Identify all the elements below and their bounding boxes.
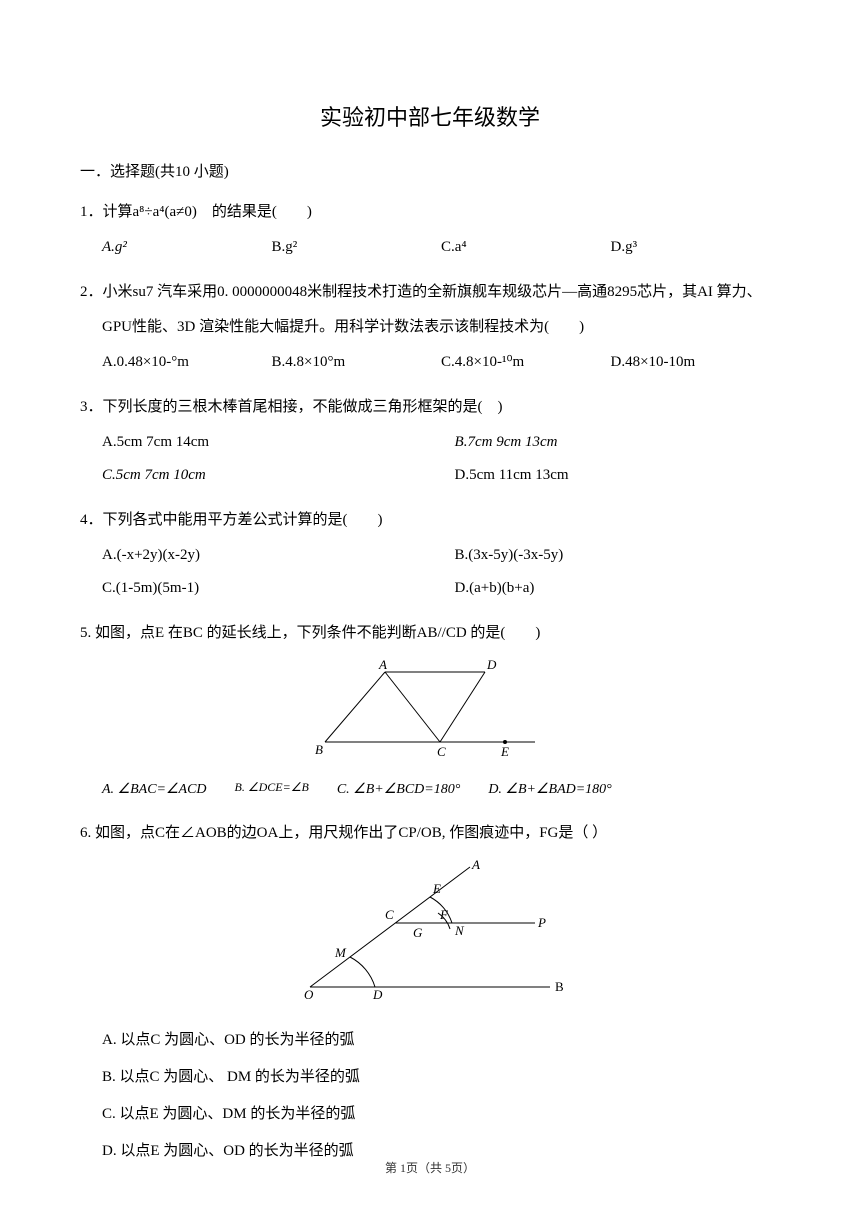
q4-opt-a: A.(-x+2y)(x-2y)	[102, 542, 455, 569]
q5-opt-b: B. ∠DCE=∠B	[235, 777, 309, 802]
q5-text: 5. 如图，点E 在BC 的延长线上，下列条件不能判断AB//CD 的是( )	[80, 620, 780, 647]
page-footer: 第 1页（共 5页）	[0, 1159, 860, 1176]
q5-label-a: A	[378, 657, 387, 672]
q5-label-c: C	[437, 744, 446, 757]
q4-opt-c: C.(1-5m)(5m-1)	[102, 575, 455, 602]
q5-opt-c: C. ∠B+∠BCD=180°	[337, 777, 460, 802]
q6-text: 6. 如图，点C在∠AOB的边OA上，用尺规作出了CP/OB, 作图痕迹中，FG…	[80, 820, 780, 847]
q6-label-a: A	[471, 857, 480, 872]
q1-opt-c: C.a⁴	[441, 234, 611, 261]
section-header: 一．选择题(共10 小题)	[80, 160, 780, 181]
q6-options: A. 以点C 为圆心、OD 的长为半径的弧 B. 以点C 为圆心、 DM 的长为…	[80, 1027, 780, 1165]
q5-figure: A D B C E	[80, 657, 780, 767]
question-6: 6. 如图，点C在∠AOB的边OA上，用尺规作出了CP/OB, 作图痕迹中，FG…	[80, 820, 780, 1165]
question-5: 5. 如图，点E 在BC 的延长线上，下列条件不能判断AB//CD 的是( ) …	[80, 620, 780, 802]
q6-opt-a: A. 以点C 为圆心、OD 的长为半径的弧	[102, 1027, 780, 1054]
q1-text: 1．计算a⁸÷a⁴(a≠0) 的结果是( )	[80, 199, 780, 226]
question-4: 4．下列各式中能用平方差公式计算的是( ) A.(-x+2y)(x-2y) B.…	[80, 507, 780, 602]
q1-options: A.g² B.g² C.a⁴ D.g³	[80, 234, 780, 261]
q4-text: 4．下列各式中能用平方差公式计算的是( )	[80, 507, 780, 534]
q6-label-c: C	[385, 907, 394, 922]
question-3: 3．下列长度的三根木棒首尾相接，不能做成三角形框架的是( ) A.5cm 7cm…	[80, 394, 780, 489]
q4-options-row1: A.(-x+2y)(x-2y) B.(3x-5y)(-3x-5y)	[80, 542, 780, 569]
q5-opt-d: D. ∠B+∠BAD=180°	[488, 777, 611, 802]
q3-opt-b: B.7cm 9cm 13cm	[455, 429, 780, 456]
q2-opt-d: D.48×10-10m	[611, 349, 781, 376]
q6-label-f: F	[439, 907, 449, 922]
q2-line2: GPU性能、3D 渲染性能大幅提升。用科学计数法表示该制程技术为( )	[80, 314, 780, 341]
q6-label-g: G	[413, 925, 423, 940]
q5-label-d: D	[486, 657, 497, 672]
q6-label-n: N	[454, 923, 465, 938]
q2-opt-b: B.4.8×10°m	[272, 349, 442, 376]
q3-opt-d: D.5cm 11cm 13cm	[455, 462, 780, 489]
q2-line1: 2．小米su7 汽车采用0. 0000000048米制程技术打造的全新旗舰车规级…	[80, 279, 780, 306]
q6-label-p: P	[537, 915, 546, 930]
question-2: 2．小米su7 汽车采用0. 0000000048米制程技术打造的全新旗舰车规级…	[80, 279, 780, 376]
q6-label-m: M	[334, 945, 347, 960]
q5-label-b: B	[315, 742, 323, 757]
q6-figure: O A B C D E F G N M P	[80, 857, 780, 1017]
question-1: 1．计算a⁸÷a⁴(a≠0) 的结果是( ) A.g² B.g² C.a⁴ D.…	[80, 199, 780, 261]
q4-opt-b: B.(3x-5y)(-3x-5y)	[455, 542, 780, 569]
q6-label-bb: B	[555, 979, 564, 994]
q3-opt-a: A.5cm 7cm 14cm	[102, 429, 455, 456]
q6-label-o: O	[304, 987, 314, 1002]
q3-options-row1: A.5cm 7cm 14cm B.7cm 9cm 13cm	[80, 429, 780, 456]
q2-options: A.0.48×10-°m B.4.8×10°m C.4.8×10-¹⁰m D.4…	[80, 349, 780, 376]
q4-options-row2: C.(1-5m)(5m-1) D.(a+b)(b+a)	[80, 575, 780, 602]
page-title: 实验初中部七年级数学	[80, 100, 780, 132]
q4-opt-d: D.(a+b)(b+a)	[455, 575, 780, 602]
q5-label-e: E	[500, 744, 509, 757]
q5-options: A. ∠BAC=∠ACD B. ∠DCE=∠B C. ∠B+∠BCD=180° …	[80, 777, 780, 802]
q3-text: 3．下列长度的三根木棒首尾相接，不能做成三角形框架的是( )	[80, 394, 780, 421]
q2-opt-c: C.4.8×10-¹⁰m	[441, 349, 611, 376]
q6-opt-b: B. 以点C 为圆心、 DM 的长为半径的弧	[102, 1064, 780, 1091]
q6-opt-c: C. 以点E 为圆心、DM 的长为半径的弧	[102, 1101, 780, 1128]
q1-opt-d: D.g³	[611, 234, 781, 261]
q2-opt-a: A.0.48×10-°m	[102, 349, 272, 376]
q5-opt-a: A. ∠BAC=∠ACD	[102, 777, 207, 802]
q3-opt-c: C.5cm 7cm 10cm	[102, 462, 455, 489]
q6-label-e: E	[432, 881, 441, 896]
q1-opt-b: B.g²	[272, 234, 442, 261]
q3-options-row2: C.5cm 7cm 10cm D.5cm 11cm 13cm	[80, 462, 780, 489]
q6-label-d: D	[372, 987, 383, 1002]
q1-opt-a: A.g²	[102, 234, 272, 261]
